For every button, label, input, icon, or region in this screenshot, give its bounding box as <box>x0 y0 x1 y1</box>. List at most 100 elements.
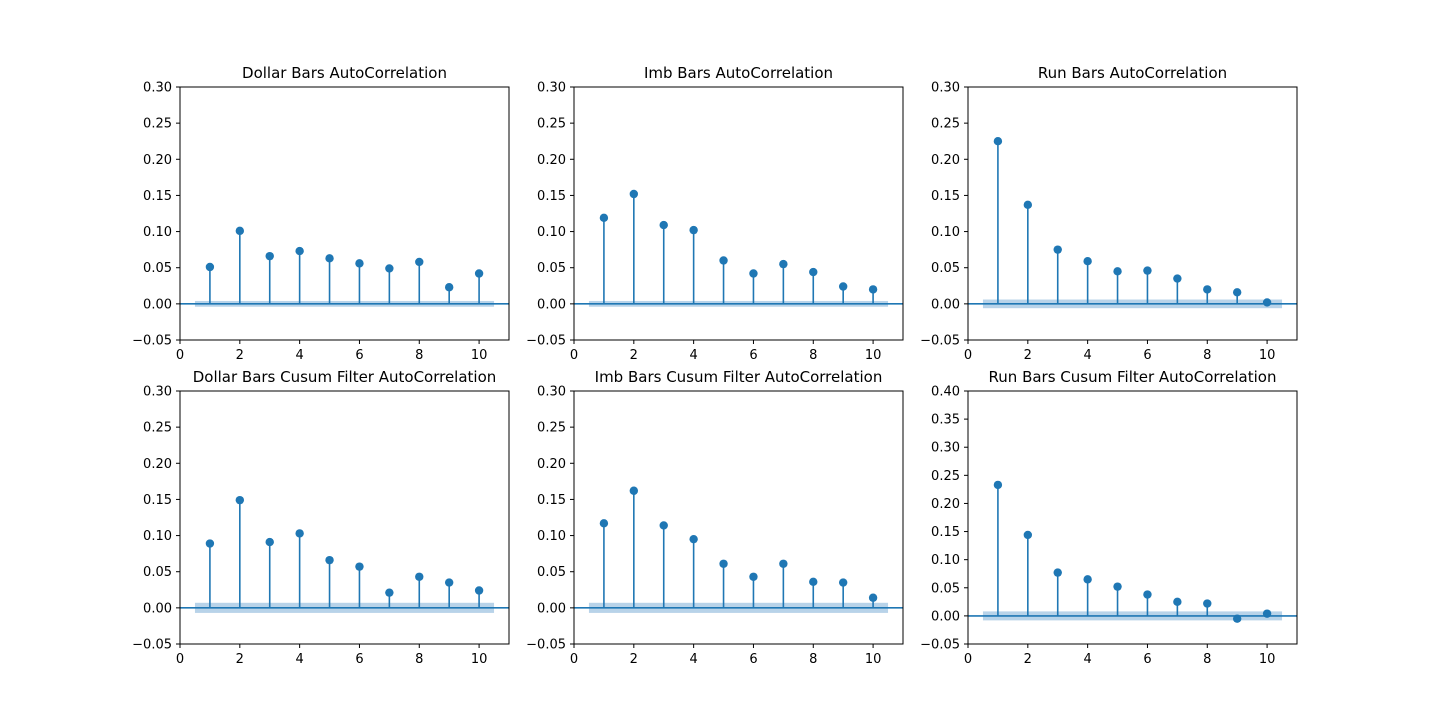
y-tick-label: 0.30 <box>143 81 172 96</box>
y-tick-label: 0.35 <box>931 413 960 428</box>
chart-title: Run Bars AutoCorrelation <box>1038 64 1227 82</box>
stem-marker <box>993 480 1003 490</box>
axes-frame <box>967 390 1298 645</box>
x-tick-label: 8 <box>809 348 817 363</box>
stem-marker <box>809 267 818 277</box>
stem-marker <box>1143 590 1152 599</box>
x-tick-label: 2 <box>236 652 244 667</box>
y-tick-label: 0.20 <box>537 153 566 168</box>
stem-marker <box>719 559 728 568</box>
stem-marker <box>295 246 304 256</box>
y-tick-label: 0.05 <box>931 581 960 596</box>
axes-frame <box>573 390 904 645</box>
stem-marker <box>719 256 728 265</box>
stem-marker <box>993 137 1003 146</box>
stem-marker <box>629 189 639 199</box>
stem-marker <box>838 282 848 291</box>
x-tick-label: 8 <box>1203 652 1211 667</box>
x-tick-label: 2 <box>236 348 244 363</box>
stem-marker <box>205 262 215 272</box>
stem-marker <box>1203 285 1212 294</box>
y-tick-label: 0.10 <box>931 225 960 240</box>
stem-marker <box>868 285 878 294</box>
y-tick-label: 0.00 <box>537 601 566 616</box>
y-tick-label: 0.30 <box>537 385 566 400</box>
stem-marker <box>325 555 334 565</box>
stem-marker <box>235 226 245 236</box>
y-tick-label: −0.05 <box>920 638 960 653</box>
subplot-run-bars: Run Bars AutoCorrelation −0.05 0.00 0.05 0.… <box>920 64 1298 363</box>
axes-frame <box>967 86 1298 341</box>
y-tick-label: 0.05 <box>143 261 172 276</box>
y-tick-label: 0.40 <box>931 385 960 400</box>
x-tick-label: 4 <box>295 652 303 667</box>
x-tick-label: 10 <box>471 652 488 667</box>
stem-marker <box>1203 599 1212 608</box>
y-tick-label: −0.05 <box>920 334 960 349</box>
stem-marker <box>838 578 848 587</box>
stem-marker <box>749 572 758 581</box>
x-tick-label: 0 <box>176 348 184 363</box>
axes-frame <box>179 86 510 341</box>
y-tick-label: 0.10 <box>931 553 960 568</box>
y-tick-label: 0.20 <box>931 153 960 168</box>
x-tick-label: 10 <box>865 348 882 363</box>
y-tick-label: 0.05 <box>143 565 172 580</box>
stem-marker <box>1023 530 1033 540</box>
x-tick-label: 2 <box>630 652 638 667</box>
stem-marker <box>779 559 788 568</box>
x-tick-label: 0 <box>176 652 184 667</box>
x-tick-label: 8 <box>809 652 817 667</box>
y-tick-label: 0.25 <box>537 421 566 436</box>
stem-marker <box>1173 597 1182 607</box>
x-tick-label: 4 <box>689 652 697 667</box>
stem-marker <box>385 588 394 597</box>
y-tick-label: 0.25 <box>143 421 172 436</box>
y-tick-label: 0.05 <box>931 261 960 276</box>
stem-marker <box>749 269 758 278</box>
x-tick-label: 2 <box>630 348 638 363</box>
x-tick-label: 4 <box>1083 348 1091 363</box>
x-tick-label: 10 <box>1259 652 1276 667</box>
x-tick-label: 0 <box>964 348 972 363</box>
y-tick-label: 0.25 <box>931 117 960 132</box>
y-tick-label: 0.15 <box>931 525 960 540</box>
chart-title: Imb Bars Cusum Filter AutoCorrelation <box>595 368 883 386</box>
stem-marker <box>444 578 454 587</box>
y-tick-label: 0.00 <box>143 297 172 312</box>
x-tick-label: 0 <box>964 652 972 667</box>
y-tick-label: 0.00 <box>931 297 960 312</box>
stem-marker <box>629 486 639 495</box>
stem-marker <box>1262 298 1272 307</box>
stem-marker <box>809 577 818 587</box>
stem-marker <box>1113 267 1122 276</box>
stem-marker <box>474 586 484 595</box>
y-tick-label: −0.05 <box>526 334 566 349</box>
y-tick-label: 0.10 <box>537 529 566 544</box>
subplot-run-bars-cusum: Run Bars Cusum Filter AutoCorrelation −0… <box>920 368 1298 667</box>
stem-marker <box>599 213 609 223</box>
x-tick-label: 6 <box>749 652 757 667</box>
y-tick-label: 0.20 <box>143 153 172 168</box>
stem-marker <box>1083 575 1092 584</box>
y-tick-label: 0.25 <box>931 469 960 484</box>
x-tick-label: 10 <box>1259 348 1276 363</box>
stem-marker <box>659 220 668 230</box>
y-tick-label: 0.20 <box>143 457 172 472</box>
x-tick-label: 4 <box>689 348 697 363</box>
y-tick-label: 0.10 <box>537 225 566 240</box>
chart-title: Imb Bars AutoCorrelation <box>644 64 833 82</box>
stem-marker <box>1232 288 1242 297</box>
stem-marker <box>265 537 274 547</box>
x-tick-label: 2 <box>1024 348 1032 363</box>
stem-marker <box>355 259 364 268</box>
subplot-dollar-bars: Dollar Bars AutoCorrelation −0.05 0.00 0.0… <box>132 64 510 363</box>
y-tick-label: 0.05 <box>537 261 566 276</box>
stem-marker <box>689 534 698 544</box>
axes-frame <box>573 86 904 341</box>
y-tick-label: 0.20 <box>931 497 960 512</box>
chart-title: Dollar Bars AutoCorrelation <box>242 64 447 82</box>
stem-marker <box>868 593 878 602</box>
x-tick-label: 10 <box>471 348 488 363</box>
